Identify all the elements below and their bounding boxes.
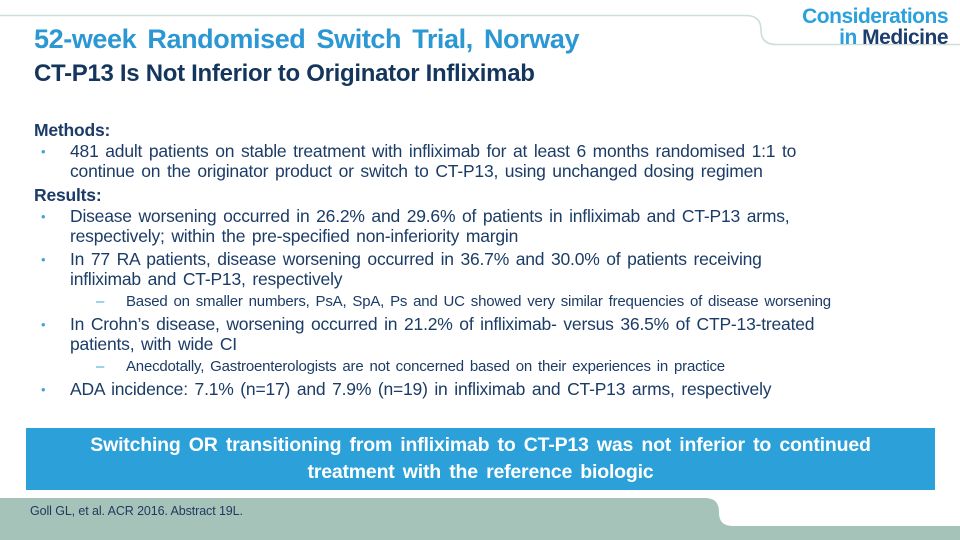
- logo-line2: in Medicine: [839, 26, 948, 49]
- top-border-line: [0, 14, 960, 46]
- bullet-text: In Crohn’s disease, worsening occurred i…: [70, 314, 815, 354]
- sub-bullet-text: Based on smaller numbers, PsA, SpA, Ps a…: [126, 293, 831, 310]
- sub-bullet-item: – Anecdotally, Gastroenterologists are n…: [34, 358, 940, 375]
- citation-text: Goll GL, et al. ACR 2016. Abstract 19L.: [30, 504, 243, 518]
- bullet-item: • Disease worsening occurred in 26.2% an…: [34, 206, 940, 246]
- dash-icon: –: [96, 293, 105, 310]
- logo-line1: Considerations: [802, 5, 948, 28]
- bullet-icon: •: [41, 382, 46, 397]
- bullet-text: In 77 RA patients, disease worsening occ…: [70, 249, 762, 289]
- bullet-icon: •: [41, 144, 46, 159]
- section-heading-results: Results:: [34, 185, 102, 205]
- bullet-item: • In 77 RA patients, disease worsening o…: [34, 249, 940, 289]
- bullet-icon: •: [41, 252, 46, 267]
- slide-subtitle: CT-P13 Is Not Inferior to Originator Inf…: [34, 60, 535, 87]
- banner-line1: Switching OR transitioning from inflixim…: [90, 434, 871, 456]
- slide-title: 52-week Randomised Switch Trial, Norway: [34, 24, 580, 54]
- brand-logo: Considerations in Medicine: [802, 6, 948, 48]
- sub-bullet-text: Anecdotally, Gastroenterologists are not…: [126, 358, 725, 375]
- slide-body: Methods: • 481 adult patients on stable …: [34, 120, 940, 404]
- dash-icon: –: [96, 358, 105, 375]
- bullet-text: ADA incidence: 7.1% (n=17) and 7.9% (n=1…: [70, 379, 772, 399]
- bullet-text: Disease worsening occurred in 26.2% and …: [70, 206, 790, 246]
- bullet-item: • 481 adult patients on stable treatment…: [34, 141, 940, 181]
- bullet-icon: •: [41, 317, 46, 332]
- section-heading-methods: Methods:: [34, 120, 111, 140]
- sub-bullet-item: – Based on smaller numbers, PsA, SpA, Ps…: [34, 293, 940, 310]
- footer-band: [0, 498, 960, 540]
- banner-line2: treatment with the reference biologic: [307, 461, 654, 483]
- conclusion-banner: Switching OR transitioning from inflixim…: [26, 428, 935, 490]
- bullet-icon: •: [41, 209, 46, 224]
- bullet-item: • In Crohn’s disease, worsening occurred…: [34, 314, 940, 354]
- bullet-text: 481 adult patients on stable treatment w…: [70, 141, 797, 181]
- bullet-item: • ADA incidence: 7.1% (n=17) and 7.9% (n…: [34, 379, 940, 400]
